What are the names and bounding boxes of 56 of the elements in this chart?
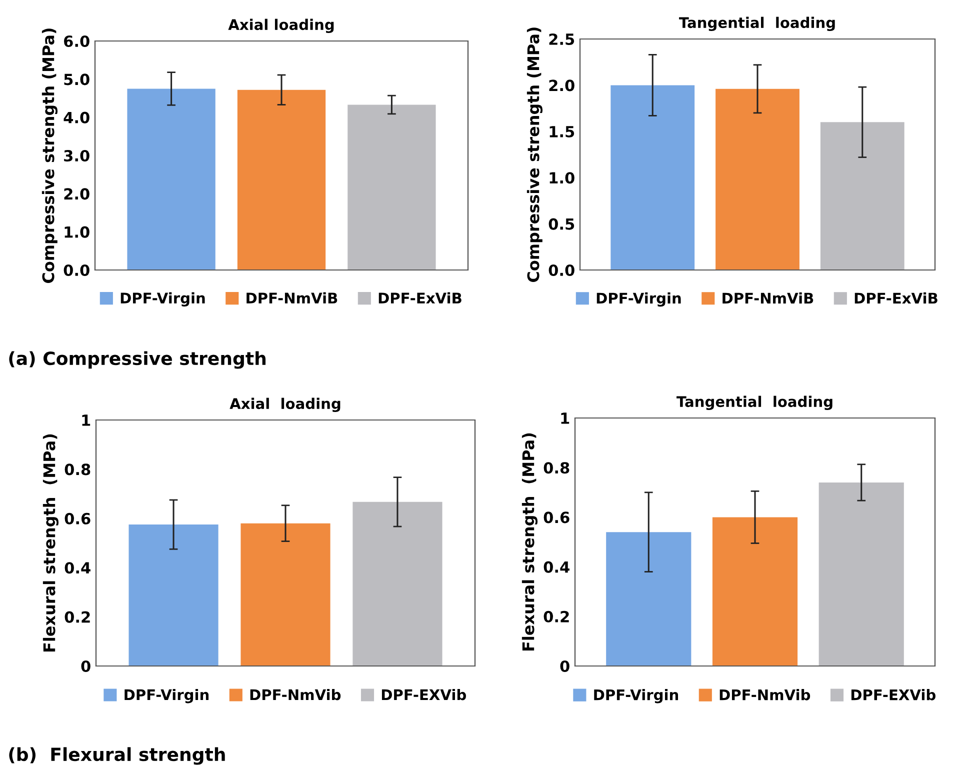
y-tick-label: 0.0 (64, 264, 90, 276)
legend-label: DPF-NmVib (250, 688, 341, 700)
y-tick-label: 1.5 (550, 126, 574, 138)
y-tick-label: 0.2 (64, 611, 90, 623)
legend-label: DPF-Virgin (120, 292, 205, 307)
bar (818, 482, 904, 666)
bar (606, 532, 692, 666)
y-tick-label: 0.4 (544, 561, 570, 573)
legend-label: DPF-ExViB (378, 292, 462, 304)
y-tick-label: 2.5 (549, 33, 574, 46)
y-tick-label: 2.0 (64, 188, 90, 200)
legend-label: DPF-EXVib (851, 689, 936, 700)
legend-label: DPF-NmVib (720, 689, 810, 700)
legend-label: DPF-EXVib (382, 688, 466, 700)
y-axis-title: Compressive strength (MPa) (526, 28, 543, 282)
y-tick-label: 0.5 (548, 218, 574, 230)
bar (127, 88, 216, 270)
y-tick-label: 0.6 (64, 512, 90, 524)
y-tick-label: 0.8 (544, 462, 570, 474)
y-tick-label: 1.0 (550, 172, 574, 184)
y-tick-label: 0 (81, 660, 90, 672)
text: (a) Compressive strength (9, 351, 266, 369)
y-axis-title: Compressive strength (MPa) (42, 28, 58, 283)
bar (237, 90, 326, 270)
y-tick-label: 0.8 (64, 464, 90, 476)
bar (348, 104, 436, 270)
bar (610, 85, 695, 270)
y-tick-label: 5.0 (64, 74, 90, 86)
y-tick-label: 0.6 (544, 512, 570, 524)
legend-label: DPF-NmViB (722, 292, 814, 304)
chart-title: Tangential loading (679, 16, 835, 32)
y-axis-title: Flexural strength (MPa) (522, 433, 538, 650)
chart-title: Axial loading (230, 398, 340, 412)
chart-title: Tangential loading (676, 396, 832, 410)
y-tick-label: 0 (560, 660, 570, 672)
bar (712, 517, 798, 666)
y-tick-label: 1.0 (64, 226, 90, 238)
y-tick-label: 0.4 (64, 562, 90, 574)
y-axis-title: Flexural strength (MPa) (42, 434, 59, 652)
y-tick-label: 3.0 (64, 150, 90, 162)
y-tick-label: 0.2 (544, 610, 569, 622)
legend-label: DPF-NmViB (246, 292, 338, 304)
bar (716, 88, 800, 270)
chart-title: Axial loading (228, 18, 334, 34)
legend-label: DPF-ExViB (854, 292, 938, 304)
legend-label: DPF-Virgin (596, 292, 681, 307)
y-tick-label: 0.0 (548, 264, 574, 276)
y-tick-label: 6.0 (64, 35, 90, 48)
legend-label: DPF-Virgin (124, 688, 209, 704)
y-tick-label: 1 (561, 412, 570, 424)
text: (b) Flexural strength (9, 747, 225, 765)
y-tick-label: 2.0 (549, 80, 574, 92)
legend-label: DPF-Virgin (594, 689, 678, 704)
y-tick-label: 1 (82, 414, 90, 426)
bar (820, 122, 904, 270)
y-tick-label: 4.0 (64, 112, 90, 124)
